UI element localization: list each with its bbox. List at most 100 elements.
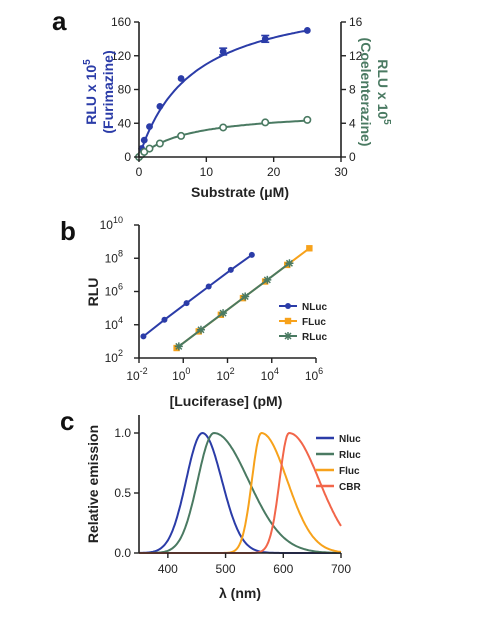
panel-b-y-tick-exp: 10: [113, 215, 123, 225]
panel-c-x-tick-label: 600: [273, 562, 293, 576]
panel-label-b: b: [60, 216, 76, 246]
panel-b-x-tick-label: 106: [305, 366, 323, 383]
panel-b-y-tick-base: 10: [100, 218, 114, 232]
panel-b-y-tick-base: 10: [105, 351, 119, 365]
panel-a-series-0-point: [177, 75, 185, 82]
panel-b-y-tick-base: 10: [105, 318, 119, 332]
panel-c-ticks: 400 500 600 700 0.0 0.5 1.0: [114, 426, 351, 576]
panel-b-series-rluc-point-stroke: [285, 259, 293, 267]
panel-c-x-title: λ (nm): [219, 585, 261, 601]
panel-b-x-tick-base: 10: [261, 369, 275, 383]
panel-a-series-1-point: [219, 123, 228, 132]
panel-b-y-tick-label: 104: [105, 315, 123, 332]
panel-c-y-title: Relative emission: [85, 425, 101, 543]
panel-b-y-tick-label: 108: [105, 248, 123, 265]
panel-b-series-fluc-point: [306, 245, 313, 252]
panel-b-series-rluc-line: [178, 262, 291, 348]
panel-b-x-tick-exp: -2: [140, 366, 148, 376]
panel-b-series-rluc-point-stroke: [197, 326, 205, 334]
panel-a-y-left-title: RLU x 105 (Furimazine): [82, 50, 116, 133]
panel-b-x-tick-exp: 0: [185, 366, 190, 376]
panel-c-legend: Nluc Rluc Fluc CBR: [316, 434, 361, 493]
panel-b-y-tick-base: 10: [105, 285, 119, 299]
panel-b-series-nluc-point: [140, 333, 147, 340]
panel-c-y-tick-label: 0.0: [114, 546, 131, 560]
panel-b-y-tick-exp: 4: [118, 315, 123, 325]
legend-label-rluc: RLuc: [302, 332, 327, 343]
svg-text:RLU x 105: RLU x 105: [82, 59, 99, 125]
panel-b-y-tick-label: 106: [105, 282, 123, 299]
panel-b-y-tick-label: 102: [105, 348, 123, 365]
panel-c: 400 500 600 700 0.0 0.5 1.0 Nluc Rluc Fluc CBR λ …: [85, 415, 361, 601]
panel-a-y-left-tick-label: 160: [111, 15, 131, 29]
panel-b-x-tick-label: 10-2: [126, 366, 147, 383]
panel-a-x-title: Substrate (μM): [191, 184, 289, 200]
legend-label-cbr: CBR: [339, 482, 361, 493]
panel-a-series-1-point: [261, 118, 270, 127]
panel-b-x-tick-base: 10: [216, 369, 230, 383]
panel-a-y-right-tick-label: 12: [349, 49, 363, 63]
panel-b-series-nluc-point: [161, 316, 168, 323]
panel-a-y-left-tick-label: 0: [124, 150, 131, 164]
panel-c-x-tick-label: 400: [158, 562, 178, 576]
panel-a-y-left-tick-label: 120: [111, 49, 131, 63]
panel-c-x-tick-label: 700: [331, 562, 351, 576]
panel-b-x-tick-base: 10: [172, 369, 186, 383]
panel-b-plot-area: [140, 245, 313, 352]
panel-a-series-1-point: [155, 139, 164, 148]
panel-a-series-1-point: [303, 115, 312, 124]
panel-a-y-right-title-main: RLU x 10: [375, 59, 391, 119]
legend-marker-rluc: [284, 332, 292, 340]
panel-b-series-rluc-point: [241, 292, 250, 301]
legend-label-nluc: Nluc: [339, 434, 361, 445]
panel-b-x-tick-exp: 6: [318, 366, 323, 376]
panel-c-x-tick-label: 500: [216, 562, 236, 576]
panel-b-series-nluc-point: [248, 251, 255, 258]
panel-b-y-tick-label: 1010: [100, 215, 123, 232]
panel-b-series-nluc-point: [183, 300, 190, 307]
panel-b-y-tick-exp: 6: [118, 282, 123, 292]
panel-b-series-rluc-point-stroke: [263, 276, 271, 284]
panel-b-y-title: RLU: [85, 278, 101, 307]
panel-a-x-tick-label: 20: [267, 165, 281, 179]
panel-b-x-tick-base: 10: [305, 369, 319, 383]
legend-label-fluc: Fluc: [339, 466, 360, 477]
panel-c-y-tick-label: 0.5: [114, 486, 131, 500]
panel-b-series-rluc-point: [174, 342, 183, 351]
panel-a-y-right-tick-label: 4: [349, 116, 356, 130]
panel-a-series-0-point: [219, 48, 227, 55]
panel-a-x-tick-label: 30: [334, 165, 348, 179]
panel-b-legend: NLuc FLuc RLuc: [279, 302, 327, 343]
panel-b-series-rluc-point: [219, 309, 228, 318]
panel-a-series-1-point: [177, 131, 186, 140]
panel-c-plot-area: [139, 431, 342, 554]
panel-b-x-title: [Luciferase] (pM): [170, 393, 283, 409]
panel-a-series-0-point: [140, 136, 148, 144]
panel-a-series-0-point: [261, 35, 269, 43]
panel-a-y-left-tick-label: 80: [118, 83, 132, 97]
panel-a-y-left-title-sub: (Furimazine): [100, 50, 116, 133]
panel-a-y-right-title-exp: 5: [381, 119, 392, 125]
panel-b-x-tick-exp: 2: [230, 366, 235, 376]
panel-a-series-0-point: [303, 27, 311, 34]
panel-b-y-tick-exp: 2: [118, 348, 123, 358]
legend-marker-fluc: [284, 317, 292, 325]
panel-a-y-right-tick-label: 8: [349, 83, 356, 97]
panel-a-x-tick-label: 0: [136, 165, 143, 179]
panel-b-series-rluc-point: [263, 275, 272, 284]
panel-b-y-tick-base: 10: [105, 251, 119, 265]
panel-b-x-tick-base: 10: [126, 369, 140, 383]
legend-label-nluc: NLuc: [302, 302, 327, 313]
legend-label-rluc: Rluc: [339, 450, 361, 461]
panel-b-x-tick-label: 102: [216, 366, 234, 383]
panel-b-series-nluc-line: [142, 254, 253, 338]
panel-a-series-0-point: [146, 123, 153, 131]
panel-a-axes: [138, 22, 342, 158]
panel-a-y-right-title-sub: (Coelenterazine): [358, 38, 374, 147]
panel-a-y-right-tick-label: 16: [349, 15, 363, 29]
